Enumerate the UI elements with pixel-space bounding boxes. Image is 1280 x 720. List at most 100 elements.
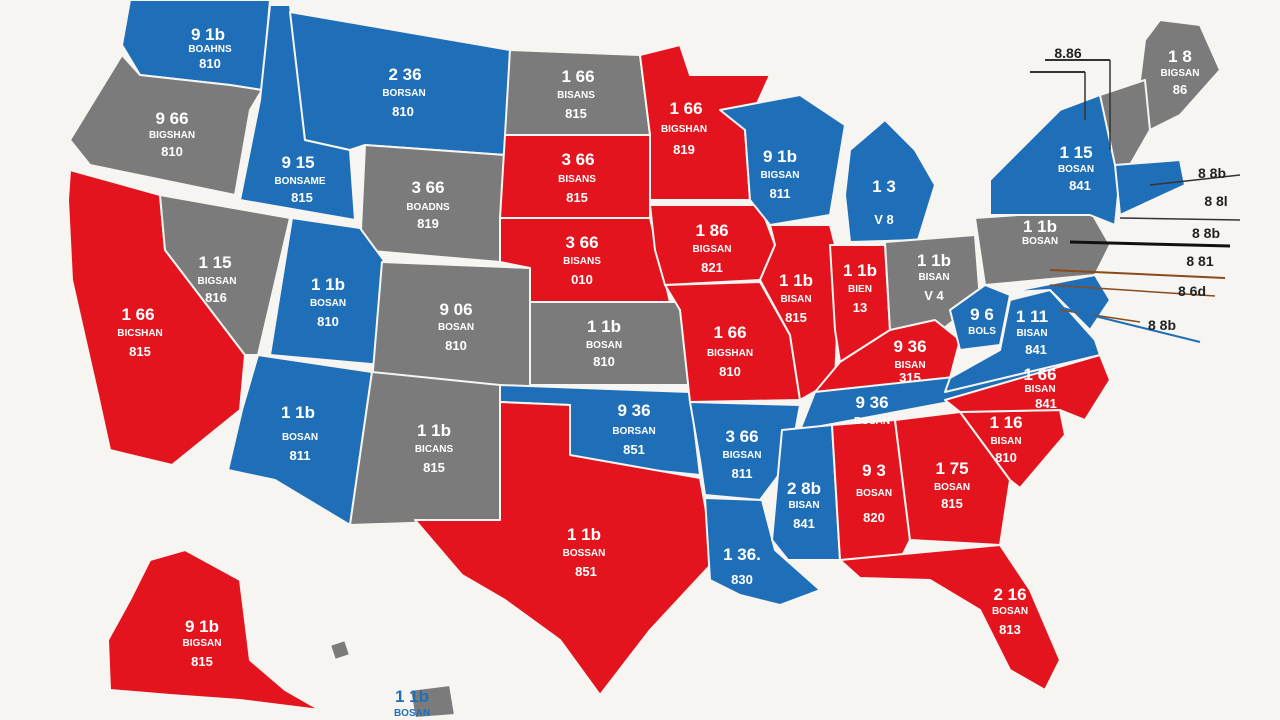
svg-text:2 16: 2 16 [993,585,1026,604]
svg-text:BISAN: BISAN [1016,328,1047,339]
svg-text:BIGSAN: BIGSAN [723,450,762,461]
svg-text:BOSAN: BOSAN [586,340,622,351]
state-ak[interactable] [107,549,321,711]
svg-text:1 66: 1 66 [1023,365,1056,384]
svg-text:BONSAME: BONSAME [274,176,325,187]
svg-text:1 1b: 1 1b [395,687,429,706]
callout-label: 8 81 [1186,253,1213,269]
svg-text:315: 315 [899,370,921,385]
label-ia: 1 86 BIGSAN 821 [693,221,732,275]
svg-text:BISAN: BISAN [918,272,949,283]
svg-text:2 8b: 2 8b [787,479,821,498]
callout-label: 8 8b [1198,165,1226,181]
svg-text:1 86: 1 86 [695,221,728,240]
svg-text:1 15: 1 15 [198,253,231,272]
state-vt-nh[interactable] [1099,79,1151,166]
svg-text:1 36.: 1 36. [723,545,761,564]
label-ar: 3 66 BIGSAN 811 [723,427,762,481]
svg-text:BOLS: BOLS [968,326,996,337]
svg-text:810: 810 [593,354,615,369]
label-ak: 9 1b BIGSAN 815 [183,617,222,669]
state-fl[interactable] [839,544,1061,691]
label-nv: 1 15 BIGSAN 816 [198,253,237,305]
svg-text:811: 811 [290,448,311,463]
svg-text:1 1b: 1 1b [281,403,315,422]
state-tx[interactable] [414,401,716,696]
state-ga[interactable] [894,411,1011,546]
label-fl: 2 16 BOSAN 813 [992,585,1028,637]
svg-text:BOSAN: BOSAN [1058,164,1094,175]
state-hi-2[interactable] [409,684,456,719]
label-il: 1 1b BISAN 815 [779,271,813,325]
state-ms[interactable] [771,424,841,561]
state-nv[interactable] [159,194,291,356]
state-wi[interactable] [719,94,846,226]
svg-text:810: 810 [445,338,467,353]
label-ut: 1 1b BOSAN 810 [310,275,346,329]
state-al[interactable] [831,419,911,561]
svg-text:810: 810 [199,56,221,71]
svg-text:2 36: 2 36 [388,65,421,84]
callout-label: 8 8b [1192,225,1220,241]
state-shapes [67,0,1221,719]
label-va: 1 11 BISAN 841 [1016,307,1048,357]
svg-text:1 3: 1 3 [872,177,896,196]
svg-text:BOSAN: BOSAN [282,432,318,443]
state-ma-ri-ct[interactable] [1114,159,1186,216]
label-tn: 9 36 BOSAN [854,393,890,427]
callout-line [1149,174,1241,186]
svg-text:9 15: 9 15 [281,153,314,172]
svg-text:816: 816 [205,290,227,305]
state-wv[interactable] [949,284,1011,351]
svg-text:1 16: 1 16 [989,413,1022,432]
svg-text:851: 851 [623,442,645,457]
svg-text:BOSAN: BOSAN [310,298,346,309]
svg-text:1 11: 1 11 [1016,307,1048,326]
svg-text:9 36: 9 36 [617,401,650,420]
svg-text:9 36: 9 36 [855,393,888,412]
svg-text:BISAN: BISAN [894,360,925,371]
label-hi: 1 1b BOSAN [394,687,430,719]
svg-text:BISANS: BISANS [558,174,596,185]
label-wi: 9 1b BIGSAN 811 [761,147,800,201]
svg-text:1 66: 1 66 [713,323,746,342]
label-ny: 1 15 BOSAN 841 [1058,143,1094,193]
label-ks: 1 1b BOSAN 810 [586,317,622,369]
svg-text:821: 821 [701,260,723,275]
svg-text:1 15: 1 15 [1059,143,1092,162]
state-il[interactable] [759,224,841,401]
callout-line [1119,217,1241,221]
state-or[interactable] [69,54,263,196]
label-mn: 1 66 BIGSHAN 819 [661,99,707,157]
svg-text:9 66: 9 66 [155,109,188,128]
svg-text:V 4: V 4 [924,288,944,303]
northeast-callouts: 8.86 8 8b 8 8l 8 8b 8 81 8 6d 8 8b [1029,45,1241,343]
svg-text:BISANS: BISANS [557,90,595,101]
svg-text:9 1b: 9 1b [185,617,219,636]
state-hi[interactable] [329,639,351,661]
svg-text:9 6: 9 6 [970,305,994,324]
svg-text:9 36: 9 36 [893,337,926,356]
callout-line [1049,284,1216,297]
svg-text:BICANS: BICANS [415,444,454,455]
svg-text:1 66: 1 66 [561,67,594,86]
label-ok: 9 36 BORSAN 851 [612,401,655,457]
state-mi[interactable] [844,119,936,243]
state-md-de[interactable] [1009,274,1111,331]
svg-text:BORSAN: BORSAN [382,88,425,99]
svg-text:1 1b: 1 1b [917,251,951,270]
label-wy: 3 66 BOADNS 819 [406,178,450,231]
svg-text:BIGSAN: BIGSAN [693,244,732,255]
svg-text:9 06: 9 06 [439,300,472,319]
state-la[interactable] [704,497,821,606]
label-ms: 2 8b BISAN 841 [787,479,821,531]
svg-text:841: 841 [1035,396,1057,411]
svg-text:BICSHAN: BICSHAN [117,328,163,339]
svg-text:830: 830 [731,572,753,587]
callout-line [1069,240,1231,248]
svg-text:811: 811 [770,186,791,201]
